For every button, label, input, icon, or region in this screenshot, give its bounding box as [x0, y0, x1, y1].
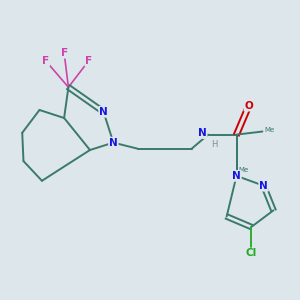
Text: N: N — [259, 181, 268, 191]
Text: F: F — [85, 56, 92, 66]
Text: H: H — [211, 140, 218, 149]
Text: N: N — [198, 128, 207, 138]
Text: O: O — [244, 101, 253, 111]
Text: N: N — [109, 138, 118, 148]
Text: Cl: Cl — [246, 248, 257, 258]
Text: N: N — [232, 171, 241, 181]
Text: F: F — [61, 48, 68, 58]
Text: F: F — [42, 56, 49, 66]
Text: N: N — [99, 107, 108, 117]
Text: Me: Me — [264, 127, 274, 133]
Text: Me: Me — [238, 167, 249, 173]
